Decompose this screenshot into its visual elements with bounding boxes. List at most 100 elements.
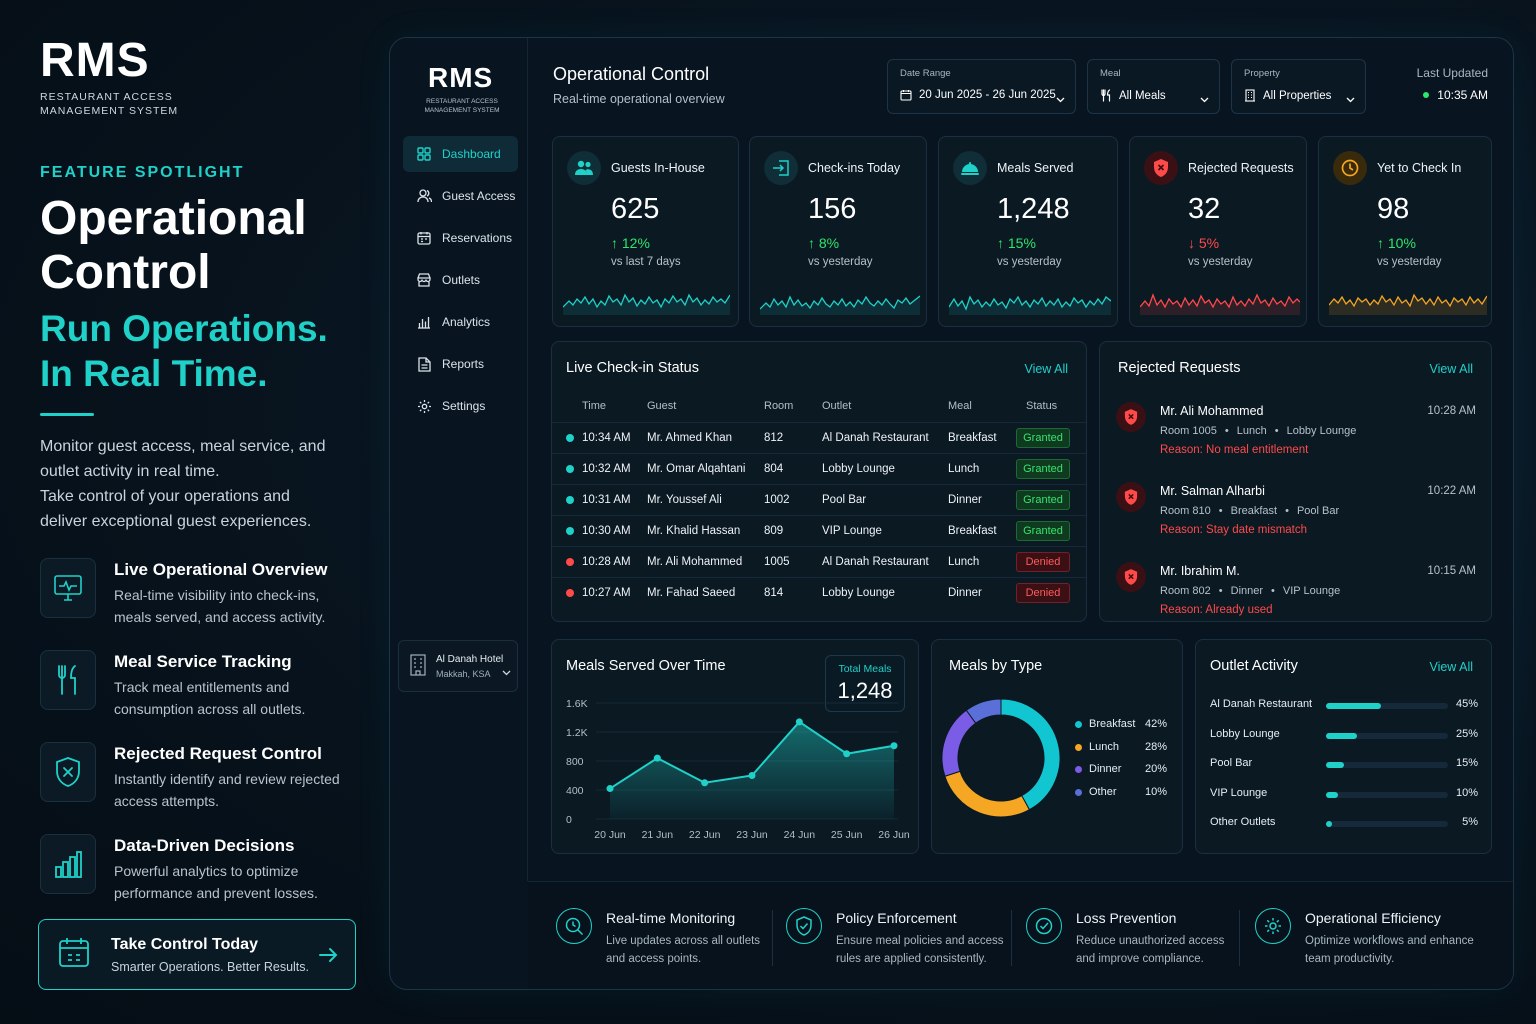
rejected-requests-panel: Rejected Requests View All Mr. Ali Moham…	[1099, 341, 1492, 622]
chevron-down-icon	[1346, 90, 1355, 108]
table-row[interactable]: 10:31 AM Mr. Youssef Ali 1002 Pool Bar Dinne…	[552, 484, 1086, 515]
filter-value: All Properties	[1263, 89, 1332, 102]
cell-guest: Mr. Fahad Saeed	[647, 587, 736, 599]
kpi-card-check-ins-today[interactable]: Check-ins Today 156 ↑ 8% vs yesterday	[749, 136, 927, 327]
cell-meal: Lunch	[948, 556, 980, 568]
sidebar-item-guest-access[interactable]: Guest Access	[403, 178, 518, 214]
sidebar-item-reports[interactable]: Reports	[403, 346, 518, 382]
filter-label: Meal	[1100, 68, 1121, 79]
column-header: Status	[1026, 400, 1058, 412]
table-row[interactable]: 10:28 AM Mr. Ali Mohammed 1005 Al Danah Res…	[552, 546, 1086, 577]
feature-title: Meal Service Tracking	[114, 652, 292, 671]
outlet-name: VIP Lounge	[1210, 786, 1268, 799]
x-tick-label: 21 Jun	[642, 829, 674, 841]
feature-title: Rejected Request Control	[114, 744, 322, 763]
cell-outlet: Lobby Lounge	[822, 587, 895, 599]
sidebar-item-label: Guest Access	[442, 189, 516, 203]
sidebar-logo-subtitle: RESTAURANT ACCESS MANAGEMENT SYSTEM	[424, 98, 500, 114]
cell-outlet: VIP Lounge	[822, 525, 882, 537]
kpi-delta: ↑ 15%	[997, 235, 1036, 251]
feature-item: Data-Driven Decisions Powerful analytics…	[40, 834, 360, 926]
view-all-link[interactable]: View All	[1429, 660, 1473, 674]
sidebar-logo: RMS	[428, 62, 494, 93]
outlet-row: Other Outlets 5%	[1210, 814, 1478, 834]
users-icon	[416, 188, 432, 204]
progress-track	[1326, 732, 1448, 739]
kpi-card-rejected-requests[interactable]: Rejected Requests 32 ↓ 5% vs yesterday	[1129, 136, 1307, 327]
request-time: 10:15 AM	[1427, 565, 1476, 577]
sidebar-item-reservations[interactable]: Reservations	[403, 220, 518, 256]
kpi-comparison: vs last 7 days	[611, 256, 681, 268]
last-updated-time: 10:35 AM	[1437, 88, 1488, 102]
benefit-description: Live updates across all outlets and acce…	[606, 935, 761, 965]
kpi-card-yet-to-check-in[interactable]: Yet to Check In 98 ↑ 10% vs yesterday	[1318, 136, 1492, 327]
fork-knife-icon	[40, 650, 96, 710]
table-row[interactable]: 10:34 AM Mr. Ahmed Khan 812 Al Danah Restau…	[552, 422, 1086, 453]
cell-outlet: Al Danah Restaurant	[822, 432, 929, 444]
sidebar-item-dashboard[interactable]: Dashboard	[403, 136, 518, 172]
column-header: Meal	[948, 400, 972, 412]
kpi-value: 1,248	[997, 193, 1070, 225]
progress-fill	[1326, 821, 1333, 827]
meal-filter[interactable]: Meal All Meals	[1087, 59, 1220, 114]
feature-item: Live Operational Overview Real-time visi…	[40, 558, 360, 650]
data-point	[795, 718, 803, 726]
outlet-row: VIP Lounge 10%	[1210, 785, 1478, 805]
sparkline	[1140, 293, 1300, 315]
view-all-link[interactable]: View All	[1024, 362, 1068, 376]
last-updated-label: Last Updated	[1416, 66, 1488, 80]
kpi-comparison: vs yesterday	[997, 256, 1062, 268]
panel-title: Meals by Type	[949, 658, 1043, 674]
y-tick-label: 1.2K	[566, 727, 588, 739]
request-meta: Room 810 • Breakfast • Pool Bar	[1160, 505, 1340, 517]
rejected-item[interactable]: Mr. Ibrahim M. 10:15 AM Room 802 • Dinner • VI…	[1116, 560, 1476, 632]
date-range-filter[interactable]: Date Range 20 Jun 2025 - 26 Jun 2025	[887, 59, 1076, 114]
legend-swatch	[1075, 743, 1082, 751]
benefit-title: Policy Enforcement	[836, 910, 957, 926]
feature-description: Instantly identify and review rejected a…	[114, 771, 340, 809]
benefits-strip: Real-time Monitoring Live updates across…	[528, 881, 1513, 989]
benefit-title: Operational Efficiency	[1305, 910, 1441, 926]
property-switcher[interactable]: Al Danah Hotel Makkah, KSA	[398, 640, 518, 692]
gear-badge-icon	[1255, 908, 1291, 944]
calendar-icon	[900, 89, 912, 101]
cell-guest: Mr. Ahmed Khan	[647, 432, 733, 444]
y-tick-label: 1.6K	[566, 698, 588, 710]
kpi-label: Meals Served	[997, 161, 1074, 175]
take-control-button[interactable]: Take Control Today Smarter Operations. B…	[38, 919, 356, 990]
series-area	[610, 721, 894, 819]
kpi-card-guests-in-house[interactable]: Guests In-House 625 ↑ 12% vs last 7 days	[552, 136, 739, 327]
property-filter[interactable]: Property All Properties	[1231, 59, 1366, 114]
benefit-title: Loss Prevention	[1076, 910, 1177, 926]
gear-icon	[416, 398, 432, 414]
feature-item: Meal Service Tracking Track meal entitle…	[40, 650, 360, 742]
progress-track	[1326, 821, 1448, 827]
rejected-item[interactable]: Mr. Ali Mohammed 10:28 AM Room 1005 • Lunch •…	[1116, 400, 1476, 472]
cell-room: 814	[764, 587, 784, 599]
sidebar-item-outlets[interactable]: Outlets	[403, 262, 518, 298]
table-row[interactable]: 10:27 AM Mr. Fahad Saeed 814 Lobby Lounge Di…	[552, 577, 1086, 608]
building-icon	[1244, 89, 1256, 102]
table-row[interactable]: 10:30 AM Mr. Khalid Hassan 809 VIP Lounge Br…	[552, 515, 1086, 546]
table-row[interactable]: 10:32 AM Mr. Omar Alqahtani 804 Lobby Loung…	[552, 453, 1086, 484]
rejected-item[interactable]: Mr. Salman Alharbi 10:22 AM Room 810 • Break…	[1116, 480, 1476, 552]
outlet-percent: 15%	[1455, 757, 1478, 769]
sidebar-item-analytics[interactable]: Analytics	[403, 304, 518, 340]
kpi-card-meals-served[interactable]: Meals Served 1,248 ↑ 15% vs yesterday	[938, 136, 1118, 327]
sidebar-item-settings[interactable]: Settings	[403, 388, 518, 424]
outlet-activity-panel: Outlet Activity View All Al Danah Restau…	[1195, 639, 1492, 854]
cell-time: 10:28 AM	[582, 556, 631, 568]
sparkline	[1329, 293, 1487, 315]
x-tick-label: 26 Jun	[878, 829, 910, 841]
outlet-name: Pool Bar	[1210, 757, 1253, 769]
status-dot	[566, 589, 574, 597]
shield-check-icon	[786, 908, 822, 944]
sidebar-item-label: Reports	[442, 357, 485, 371]
view-all-link[interactable]: View All	[1429, 362, 1473, 376]
column-header: Outlet	[822, 400, 852, 412]
data-point	[748, 772, 756, 779]
x-tick-label: 23 Jun	[736, 829, 768, 841]
sparkline	[563, 293, 730, 315]
hero-accent: Run Operations. In Real Time.	[40, 308, 328, 394]
badge-check-icon	[1026, 908, 1062, 944]
